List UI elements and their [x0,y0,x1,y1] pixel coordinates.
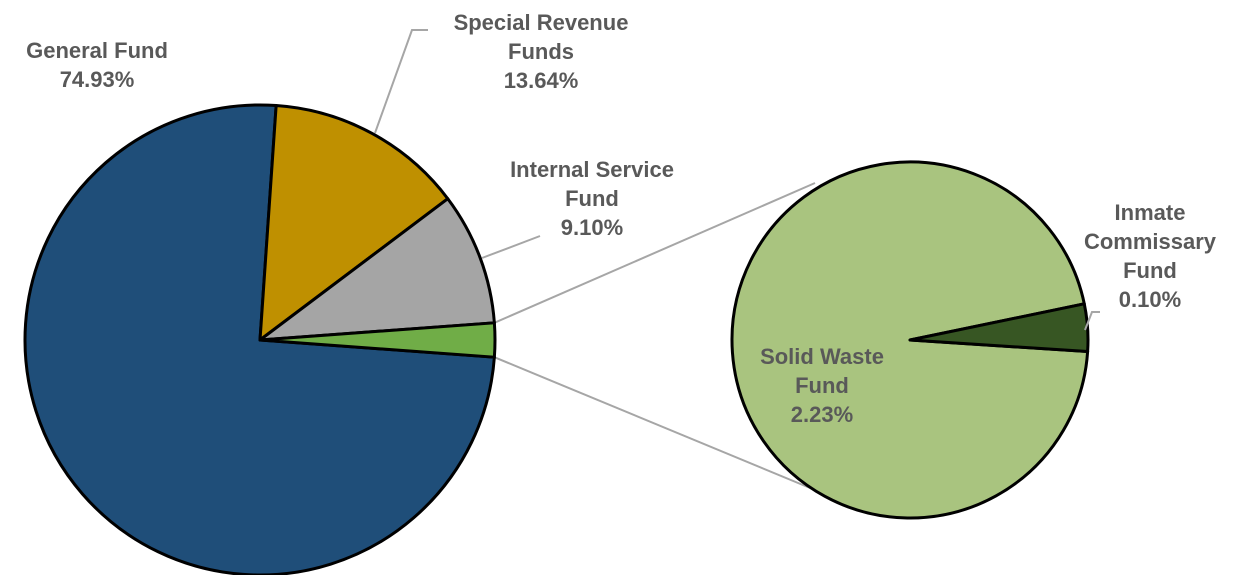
value-label: 0.10% [1118,287,1182,312]
pie-slice [258,197,496,342]
value-label: 2.23% [790,402,854,427]
data-label: Internal Service Fund 9.10% [485,155,700,242]
secondary-slice [908,302,1090,354]
category-label: Inmate Commissary Fund [1083,200,1217,283]
category-label: General Fund [26,38,168,63]
connector-line [493,182,816,324]
value-label: 74.93% [59,67,135,92]
category-label: Solid Waste Fund [760,344,884,398]
value-label: 13.64% [503,68,579,93]
leader-line [481,235,541,259]
pie-slice [258,104,450,342]
leader-line [1084,311,1100,331]
category-label: Special Revenue Funds [453,10,629,64]
data-label: Solid Waste Fund 2.23% [742,342,902,429]
category-label: Internal Service Fund [510,157,674,211]
leader-line [374,29,428,134]
data-label: General Fund 74.93% [0,36,207,94]
value-label: 9.10% [560,215,624,240]
data-label: Special Revenue Funds 13.64% [441,8,641,95]
connector-line [493,356,816,491]
data-label: Inmate Commissary Fund 0.10% [1075,198,1225,314]
pie-slice-other [258,321,497,359]
